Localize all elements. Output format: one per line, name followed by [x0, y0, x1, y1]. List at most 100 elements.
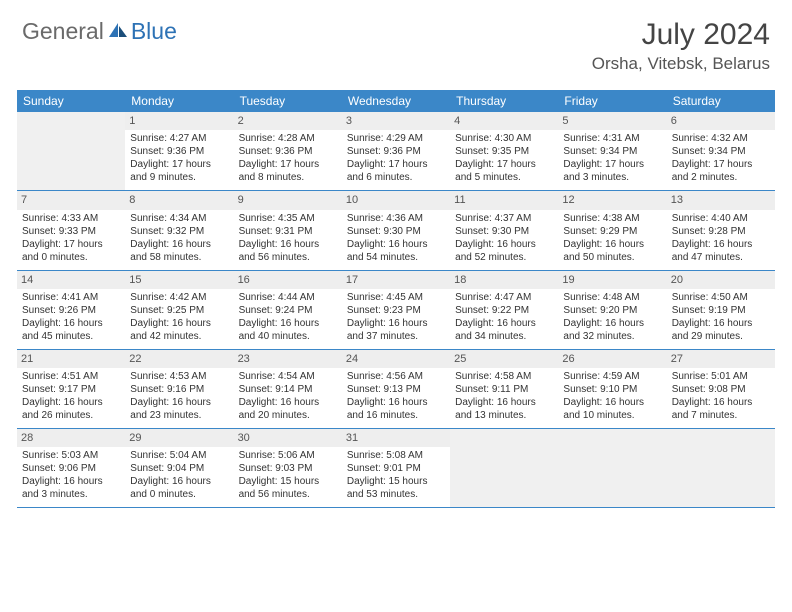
sunset-text: Sunset: 9:34 PM [563, 145, 661, 158]
sunset-text: Sunset: 9:01 PM [347, 462, 445, 475]
day-number: 30 [234, 429, 342, 447]
calendar-cell: 12Sunrise: 4:38 AMSunset: 9:29 PMDayligh… [558, 191, 666, 269]
sunrise-text: Sunrise: 4:33 AM [22, 212, 120, 225]
daylight-text: Daylight: 16 hours and 32 minutes. [563, 317, 661, 343]
sunrise-text: Sunrise: 4:27 AM [130, 132, 228, 145]
daylight-text: Daylight: 16 hours and 3 minutes. [22, 475, 120, 501]
daylight-text: Daylight: 17 hours and 6 minutes. [347, 158, 445, 184]
calendar-cell: 18Sunrise: 4:47 AMSunset: 9:22 PMDayligh… [450, 271, 558, 349]
calendar-cell: 21Sunrise: 4:51 AMSunset: 9:17 PMDayligh… [17, 350, 125, 428]
weeks-container: 1Sunrise: 4:27 AMSunset: 9:36 PMDaylight… [17, 112, 775, 508]
sunrise-text: Sunrise: 4:37 AM [455, 212, 553, 225]
daylight-text: Daylight: 16 hours and 34 minutes. [455, 317, 553, 343]
sunset-text: Sunset: 9:32 PM [130, 225, 228, 238]
day-number: 27 [667, 350, 775, 368]
daylight-text: Daylight: 16 hours and 13 minutes. [455, 396, 553, 422]
day-number: 1 [125, 112, 233, 130]
day-number: 17 [342, 271, 450, 289]
day-number: 20 [667, 271, 775, 289]
day-header-row: SundayMondayTuesdayWednesdayThursdayFrid… [17, 90, 775, 112]
daylight-text: Daylight: 16 hours and 45 minutes. [22, 317, 120, 343]
daylight-text: Daylight: 17 hours and 8 minutes. [239, 158, 337, 184]
daylight-text: Daylight: 16 hours and 47 minutes. [672, 238, 770, 264]
calendar-cell: 15Sunrise: 4:42 AMSunset: 9:25 PMDayligh… [125, 271, 233, 349]
calendar-cell: 30Sunrise: 5:06 AMSunset: 9:03 PMDayligh… [234, 429, 342, 507]
day-header-cell: Tuesday [234, 90, 342, 112]
day-number: 9 [234, 191, 342, 209]
sunset-text: Sunset: 9:10 PM [563, 383, 661, 396]
calendar-cell: 22Sunrise: 4:53 AMSunset: 9:16 PMDayligh… [125, 350, 233, 428]
calendar-cell: 24Sunrise: 4:56 AMSunset: 9:13 PMDayligh… [342, 350, 450, 428]
sunrise-text: Sunrise: 4:59 AM [563, 370, 661, 383]
daylight-text: Daylight: 16 hours and 20 minutes. [239, 396, 337, 422]
calendar-cell: 5Sunrise: 4:31 AMSunset: 9:34 PMDaylight… [558, 112, 666, 190]
sunset-text: Sunset: 9:13 PM [347, 383, 445, 396]
day-number: 21 [17, 350, 125, 368]
day-number: 22 [125, 350, 233, 368]
day-number: 18 [450, 271, 558, 289]
daylight-text: Daylight: 16 hours and 23 minutes. [130, 396, 228, 422]
sunrise-text: Sunrise: 4:54 AM [239, 370, 337, 383]
day-header-cell: Wednesday [342, 90, 450, 112]
month-title: July 2024 [592, 18, 770, 52]
sunset-text: Sunset: 9:25 PM [130, 304, 228, 317]
calendar-cell: 26Sunrise: 4:59 AMSunset: 9:10 PMDayligh… [558, 350, 666, 428]
sunrise-text: Sunrise: 4:35 AM [239, 212, 337, 225]
calendar-cell: 9 Sunrise: 4:35 AMSunset: 9:31 PMDaylight… [234, 191, 342, 269]
sunset-text: Sunset: 9:30 PM [455, 225, 553, 238]
sunset-text: Sunset: 9:33 PM [22, 225, 120, 238]
calendar-cell: 20Sunrise: 4:50 AMSunset: 9:19 PMDayligh… [667, 271, 775, 349]
sunset-text: Sunset: 9:06 PM [22, 462, 120, 475]
week-row: 14Sunrise: 4:41 AMSunset: 9:26 PMDayligh… [17, 271, 775, 350]
calendar-cell: 19Sunrise: 4:48 AMSunset: 9:20 PMDayligh… [558, 271, 666, 349]
daylight-text: Daylight: 16 hours and 7 minutes. [672, 396, 770, 422]
day-number: 23 [234, 350, 342, 368]
day-number: 14 [17, 271, 125, 289]
daylight-text: Daylight: 17 hours and 0 minutes. [22, 238, 120, 264]
day-number: 26 [558, 350, 666, 368]
daylight-text: Daylight: 16 hours and 56 minutes. [239, 238, 337, 264]
sunset-text: Sunset: 9:36 PM [239, 145, 337, 158]
week-row: 7Sunrise: 4:33 AMSunset: 9:33 PMDaylight… [17, 191, 775, 270]
daylight-text: Daylight: 15 hours and 56 minutes. [239, 475, 337, 501]
sunset-text: Sunset: 9:19 PM [672, 304, 770, 317]
day-number: 25 [450, 350, 558, 368]
week-row: 1Sunrise: 4:27 AMSunset: 9:36 PMDaylight… [17, 112, 775, 191]
calendar-cell: 16Sunrise: 4:44 AMSunset: 9:24 PMDayligh… [234, 271, 342, 349]
daylight-text: Daylight: 16 hours and 0 minutes. [130, 475, 228, 501]
day-header-cell: Saturday [667, 90, 775, 112]
calendar-cell: 27Sunrise: 5:01 AMSunset: 9:08 PMDayligh… [667, 350, 775, 428]
daylight-text: Daylight: 16 hours and 54 minutes. [347, 238, 445, 264]
sunset-text: Sunset: 9:36 PM [347, 145, 445, 158]
sunrise-text: Sunrise: 4:56 AM [347, 370, 445, 383]
daylight-text: Daylight: 15 hours and 53 minutes. [347, 475, 445, 501]
calendar-cell: 11Sunrise: 4:37 AMSunset: 9:30 PMDayligh… [450, 191, 558, 269]
logo: General Blue [22, 18, 177, 45]
day-number: 11 [450, 191, 558, 209]
sunset-text: Sunset: 9:35 PM [455, 145, 553, 158]
sunset-text: Sunset: 9:31 PM [239, 225, 337, 238]
calendar-cell-empty [558, 429, 666, 507]
sunrise-text: Sunrise: 5:06 AM [239, 449, 337, 462]
page-header: General Blue July 2024 Orsha, Vitebsk, B… [0, 0, 792, 82]
day-number: 5 [558, 112, 666, 130]
daylight-text: Daylight: 16 hours and 40 minutes. [239, 317, 337, 343]
sunrise-text: Sunrise: 4:44 AM [239, 291, 337, 304]
daylight-text: Daylight: 16 hours and 37 minutes. [347, 317, 445, 343]
daylight-text: Daylight: 16 hours and 58 minutes. [130, 238, 228, 264]
day-header-cell: Friday [558, 90, 666, 112]
day-number: 19 [558, 271, 666, 289]
sunrise-text: Sunrise: 4:41 AM [22, 291, 120, 304]
daylight-text: Daylight: 17 hours and 2 minutes. [672, 158, 770, 184]
sunrise-text: Sunrise: 4:42 AM [130, 291, 228, 304]
sunrise-text: Sunrise: 4:30 AM [455, 132, 553, 145]
sunset-text: Sunset: 9:34 PM [672, 145, 770, 158]
day-number: 15 [125, 271, 233, 289]
day-number: 7 [17, 191, 125, 209]
day-header-cell: Monday [125, 90, 233, 112]
day-number: 10 [342, 191, 450, 209]
sunset-text: Sunset: 9:04 PM [130, 462, 228, 475]
sunset-text: Sunset: 9:29 PM [563, 225, 661, 238]
sunrise-text: Sunrise: 4:50 AM [672, 291, 770, 304]
week-row: 21Sunrise: 4:51 AMSunset: 9:17 PMDayligh… [17, 350, 775, 429]
